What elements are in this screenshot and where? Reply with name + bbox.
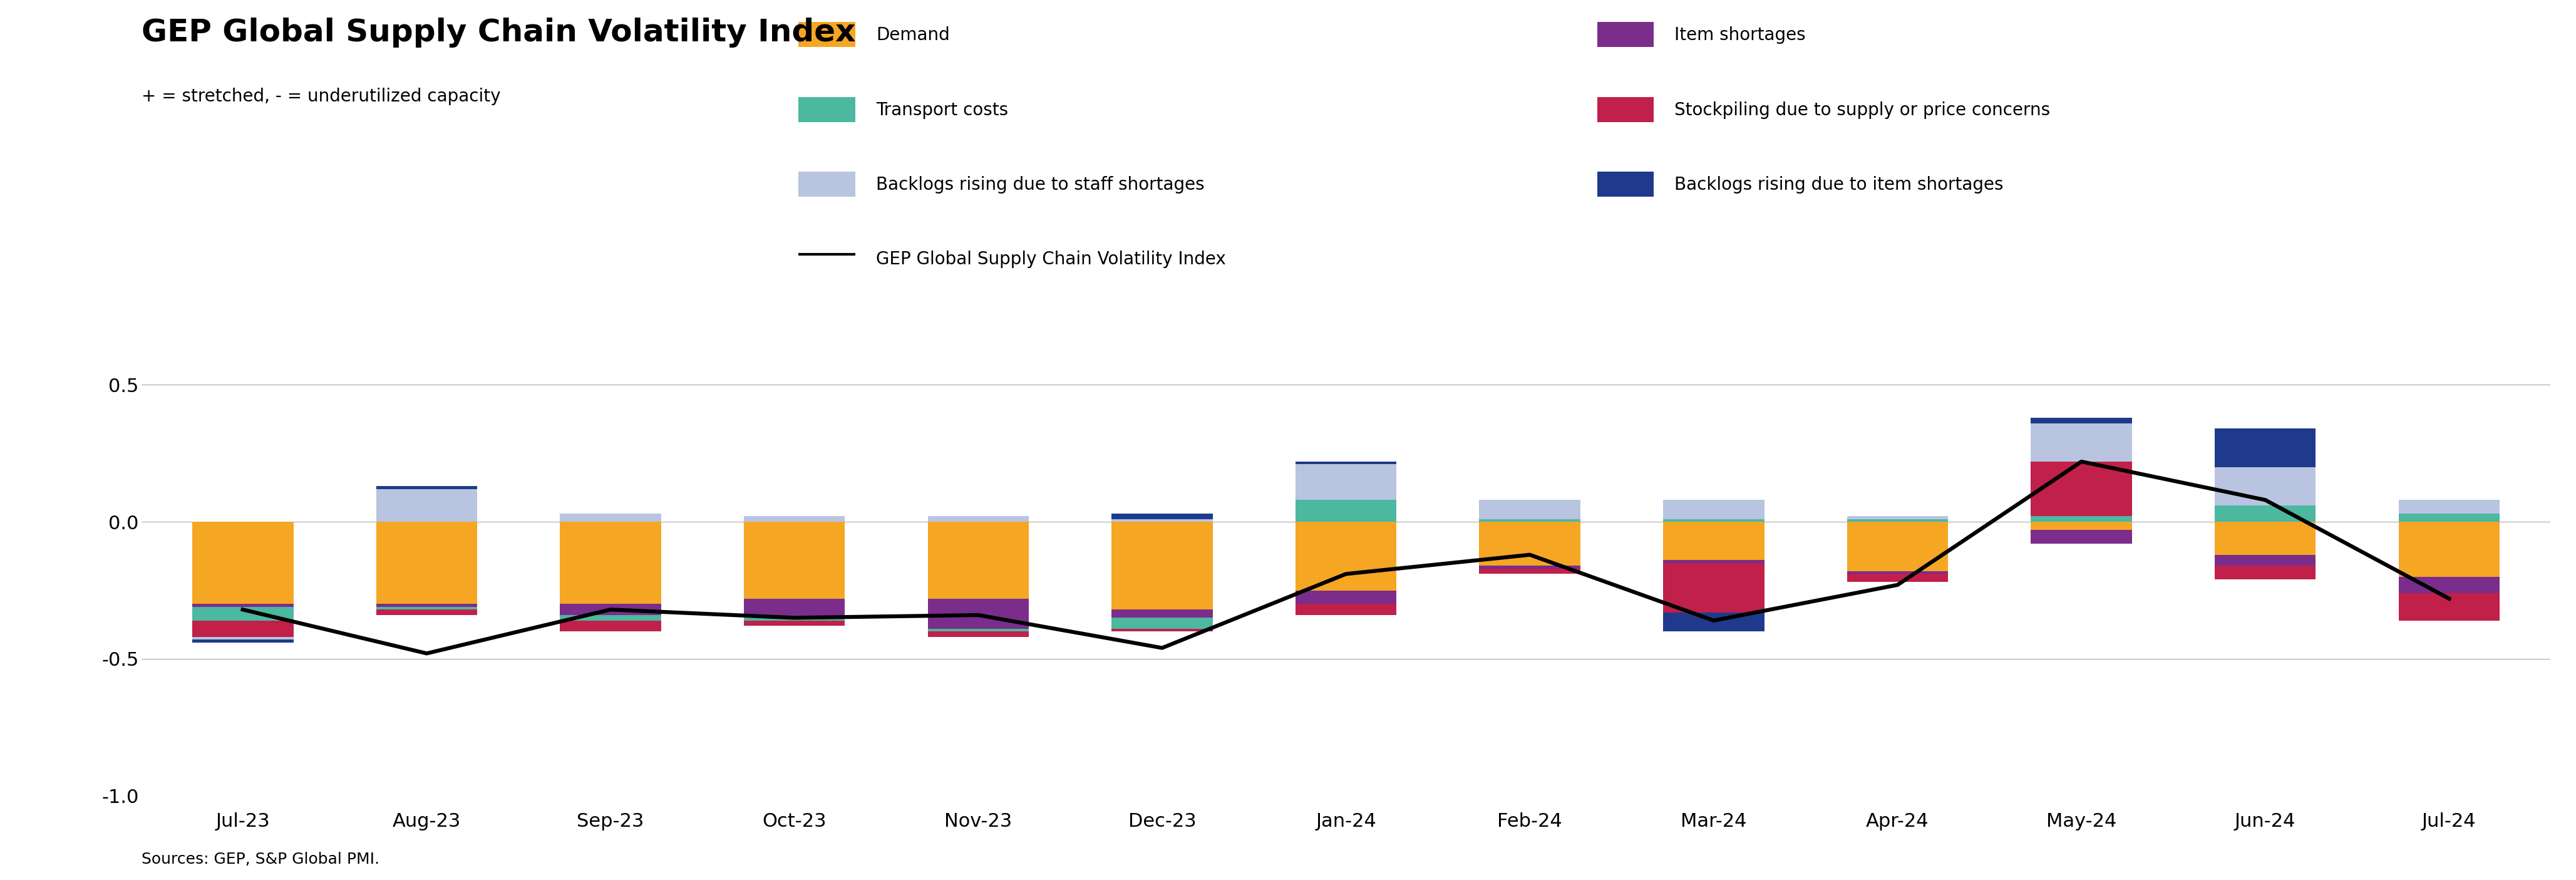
Bar	[1847, 522, 1947, 571]
Bar	[1847, 574, 1947, 583]
Bar	[2398, 522, 2499, 576]
Bar	[2215, 505, 2316, 522]
Bar	[1110, 628, 1213, 632]
Bar	[2215, 566, 2316, 579]
Bar	[376, 489, 477, 522]
Bar	[2030, 423, 2133, 462]
Bar	[193, 640, 294, 642]
Bar	[927, 632, 1028, 637]
Bar	[2215, 554, 2316, 566]
Bar	[1664, 500, 1765, 519]
Bar	[1110, 519, 1213, 522]
Bar	[1110, 514, 1213, 519]
Bar	[193, 637, 294, 640]
Bar	[2215, 467, 2316, 505]
Bar	[1664, 612, 1765, 632]
Bar	[2030, 462, 2133, 517]
Bar	[744, 598, 845, 618]
Bar	[1479, 522, 1582, 566]
Bar	[1847, 517, 1947, 519]
Bar	[744, 620, 845, 626]
Bar	[927, 517, 1028, 522]
Bar	[193, 620, 294, 637]
Bar	[1847, 519, 1947, 522]
Bar	[1664, 561, 1765, 563]
Bar	[559, 604, 662, 615]
Bar	[1847, 571, 1947, 574]
Text: Stockpiling due to supply or price concerns: Stockpiling due to supply or price conce…	[1674, 101, 2050, 119]
Bar	[193, 604, 294, 607]
Bar	[1296, 462, 1396, 465]
Bar	[1664, 563, 1765, 612]
Bar	[2398, 593, 2499, 620]
Bar	[2030, 517, 2133, 522]
Bar	[1664, 522, 1765, 561]
Bar	[376, 522, 477, 604]
Bar	[1479, 566, 1582, 568]
Bar	[2398, 500, 2499, 514]
Bar	[1664, 519, 1765, 522]
Bar	[559, 620, 662, 632]
Text: Item shortages: Item shortages	[1674, 26, 1806, 44]
Bar	[1296, 590, 1396, 604]
Bar	[1479, 519, 1582, 522]
Bar	[559, 514, 662, 522]
Bar	[1296, 522, 1396, 590]
Bar	[2215, 522, 2316, 554]
Bar	[927, 522, 1028, 598]
Text: Demand: Demand	[876, 26, 951, 44]
Bar	[1479, 500, 1582, 519]
Bar	[1110, 618, 1213, 628]
Bar	[1110, 610, 1213, 618]
Bar	[2030, 418, 2133, 423]
Bar	[2215, 429, 2316, 467]
Bar	[559, 522, 662, 604]
Bar	[1110, 522, 1213, 610]
Bar	[376, 487, 477, 489]
Bar	[1296, 465, 1396, 500]
Bar	[1296, 604, 1396, 615]
Text: Backlogs rising due to staff shortages: Backlogs rising due to staff shortages	[876, 176, 1206, 194]
Text: + = stretched, - = underutilized capacity: + = stretched, - = underutilized capacit…	[142, 88, 500, 106]
Text: GEP Global Supply Chain Volatility Index: GEP Global Supply Chain Volatility Index	[876, 251, 1226, 268]
Bar	[1296, 500, 1396, 522]
Text: GEP Global Supply Chain Volatility Index: GEP Global Supply Chain Volatility Index	[142, 18, 855, 48]
Bar	[1479, 568, 1582, 574]
Bar	[193, 607, 294, 620]
Text: Sources: GEP, S&P Global PMI.: Sources: GEP, S&P Global PMI.	[142, 852, 379, 867]
Bar	[744, 522, 845, 598]
Bar	[2398, 514, 2499, 522]
Bar	[744, 618, 845, 620]
Bar	[193, 522, 294, 604]
Bar	[2030, 522, 2133, 530]
Text: Transport costs: Transport costs	[876, 101, 1007, 119]
Bar	[927, 598, 1028, 628]
Bar	[376, 607, 477, 610]
Bar	[744, 517, 845, 522]
Bar	[376, 604, 477, 607]
Bar	[2398, 576, 2499, 593]
Bar	[376, 610, 477, 615]
Bar	[559, 615, 662, 620]
Text: Backlogs rising due to item shortages: Backlogs rising due to item shortages	[1674, 176, 2004, 194]
Bar	[2030, 530, 2133, 544]
Bar	[927, 628, 1028, 632]
